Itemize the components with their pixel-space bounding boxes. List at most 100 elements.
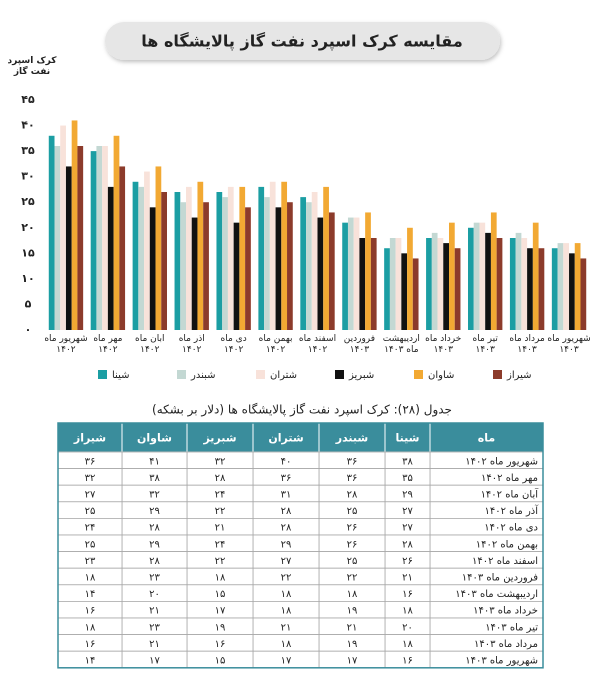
bar <box>317 217 324 330</box>
bar <box>132 181 139 330</box>
bar <box>527 248 533 330</box>
table-cell-text: ۱۴ <box>85 589 96 600</box>
bar <box>107 186 114 330</box>
table-cell-text: ۱۷ <box>347 656 358 667</box>
legend-label: شاوان <box>428 370 454 381</box>
table-header-cell <box>57 422 123 453</box>
bar <box>515 232 522 330</box>
y-tick-label: ۱۰ <box>21 272 34 285</box>
x-tick-label-box: فروردین ۱۴۰۳ <box>343 334 376 356</box>
table-header-text: شبندر <box>335 432 368 445</box>
bar <box>323 186 329 330</box>
table-cell-text: ۳۶ <box>281 473 292 484</box>
table-cell-text: بهمن ماه ۱۴۰۲ <box>476 539 538 550</box>
bar <box>485 232 491 330</box>
legend-label: شبندر <box>190 370 216 381</box>
table-cell-text: ۱۸ <box>281 589 292 600</box>
table-cell-text: شهریور ماه ۱۴۰۲ <box>465 456 538 467</box>
bar <box>245 207 251 330</box>
y-tick-label: ۳۰ <box>21 170 34 183</box>
x-tick-label-box: اردیبهشت ماه ۱۴۰۳ <box>383 334 420 355</box>
x-tick-label: فروردین ۱۴۰۳ <box>343 334 376 356</box>
table-cell-text: ۲۵ <box>347 556 358 567</box>
table-cell-text: مرداد ماه ۱۴۰۳ <box>474 639 538 650</box>
bar <box>551 248 558 330</box>
bar <box>509 238 516 330</box>
legend-label: شینا <box>112 370 129 381</box>
table-cell-text: ۲۸ <box>149 556 160 567</box>
table-cell-text: ۱۸ <box>347 589 358 600</box>
bar <box>60 125 66 330</box>
x-tick-label: خرداد ماه ۱۴۰۳ <box>425 334 462 356</box>
x-tick-label-box: دی ماه ۱۴۰۲ <box>221 334 247 355</box>
x-tick-label: آذر ماه ۱۴۰۲ <box>178 334 205 356</box>
table-header-text: ماه <box>478 432 495 445</box>
bar <box>473 222 480 330</box>
y-tick-label: ۰ <box>25 323 32 336</box>
legend-swatch <box>493 370 502 379</box>
bar <box>347 217 354 330</box>
legend-label: شبریز <box>348 370 374 381</box>
table-cell-text: ۲۵ <box>347 506 358 517</box>
bar <box>138 186 145 330</box>
table-cell-text: ۴۱ <box>149 456 160 467</box>
table-cell-text: ۱۶ <box>402 589 413 600</box>
table-header-cell <box>121 422 188 453</box>
table-cell-text: ۳۸ <box>402 456 413 467</box>
bar <box>496 238 503 330</box>
x-tick-label: شهریور ماه ۱۴۰۲ <box>44 334 88 356</box>
bar <box>365 212 371 330</box>
x-tick-label-box: آذر ماه ۱۴۰۲ <box>178 334 205 356</box>
bar <box>54 146 61 330</box>
table-cell-text: آذر ماه ۱۴۰۲ <box>484 504 539 517</box>
title-box <box>105 22 500 60</box>
table-cell-text: ۲۳ <box>149 573 160 584</box>
bar <box>412 258 419 330</box>
y-tick-label: ۴۰ <box>21 119 34 132</box>
table-cell-text: ۳۶ <box>85 456 96 467</box>
bar <box>222 197 228 330</box>
bar <box>479 222 486 330</box>
bar <box>113 135 120 330</box>
table-cell-text: ۲۲ <box>281 573 292 584</box>
bar <box>431 232 438 330</box>
bar <box>96 146 103 330</box>
bar <box>563 243 570 330</box>
table-cell-text: ۱۷ <box>149 656 160 667</box>
table-cell-text: ۲۸ <box>149 523 160 534</box>
bar <box>174 192 181 330</box>
y-axis-title-box: کرک اسپرد نفت گاز <box>7 56 56 77</box>
legend-swatch <box>256 370 265 379</box>
x-tick-label-box: شهریور ماه ۱۴۰۳ <box>547 334 590 355</box>
table-cell-text: ۱۶ <box>402 656 413 667</box>
bar <box>443 243 449 330</box>
bar <box>90 151 97 330</box>
bar <box>149 207 156 330</box>
legend-swatch <box>335 370 344 379</box>
table-cell-text: ۲۱ <box>149 606 160 617</box>
x-tick-label-box: مهر ماه ۱۴۰۲ <box>93 334 122 355</box>
x-tick-label-box: تیر ماه ۱۴۰۳ <box>473 334 498 355</box>
table-cell-text: اسفند ماه ۱۴۰۲ <box>472 556 538 567</box>
bar <box>287 202 293 330</box>
table-caption: جدول (۲۸): کرک اسپرد نفت گاز پالایشگاه ه… <box>152 403 452 418</box>
table-cell-text: ۱۷ <box>215 606 226 617</box>
table-cell-text: ۱۸ <box>85 573 96 584</box>
bar <box>407 227 413 330</box>
table-cell-text: ۲۳ <box>149 622 160 633</box>
table-cell-text: فروردین ماه ۱۴۰۳ <box>462 573 539 584</box>
x-tick-label-box: شهریور ماه ۱۴۰۲ <box>44 334 88 356</box>
bar <box>370 238 377 330</box>
bar <box>384 248 390 330</box>
x-tick-label: آبان ماه ۱۴۰۲ <box>135 334 165 356</box>
bar <box>395 238 402 330</box>
table-cell-text: ۳۶ <box>347 456 358 467</box>
bar <box>580 258 587 330</box>
x-tick-label-box: اسفند ماه ۱۴۰۲ <box>299 334 336 355</box>
y-tick-label: ۲۰ <box>21 221 34 234</box>
table-cell-text: ۱۶ <box>215 639 226 650</box>
bar <box>538 248 545 330</box>
table-cell-text: شهریور ماه ۱۴۰۳ <box>465 656 538 667</box>
bar <box>186 186 192 330</box>
